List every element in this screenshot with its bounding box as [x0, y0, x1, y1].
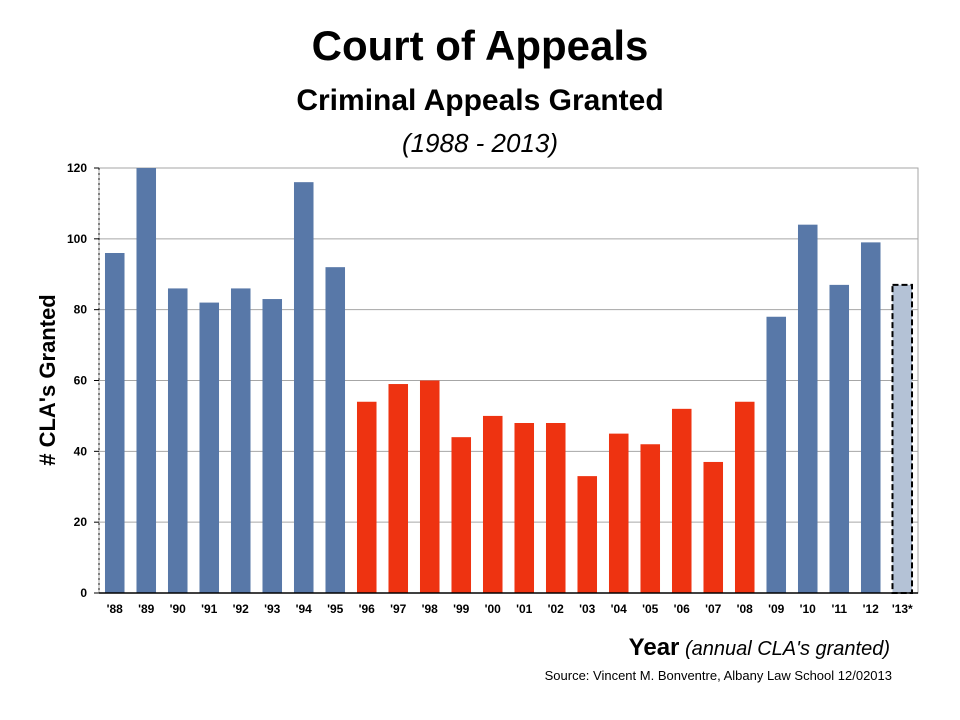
x-tick-label-25: '13* [892, 602, 913, 616]
bar-7 [325, 267, 346, 593]
x-axis-label: Year (annual CLA's granted) [629, 634, 890, 662]
bar-0 [104, 253, 125, 593]
bar-25 [891, 283, 914, 594]
x-tick-label-4: '92 [233, 602, 250, 616]
y-tick-label-60: 60 [74, 374, 88, 388]
y-tick-label-0: 0 [80, 586, 87, 600]
bar-14 [545, 423, 566, 593]
x-tick-label-17: '05 [642, 602, 659, 616]
chart-year-range: (1988 - 2013) [401, 128, 559, 158]
x-tick-label-9: '97 [390, 602, 407, 616]
x-tick-label-6: '94 [296, 602, 313, 616]
bar-11 [451, 437, 472, 593]
x-tick-label-15: '03 [579, 602, 596, 616]
x-tick-label-8: '96 [359, 602, 376, 616]
x-tick-label-14: '02 [548, 602, 565, 616]
x-tick-label-12: '00 [485, 602, 502, 616]
x-axis-label-main: Year [628, 634, 680, 661]
bar-21 [766, 316, 787, 593]
bar-18 [671, 408, 692, 593]
bar-17 [640, 444, 661, 593]
bar-12 [482, 415, 503, 593]
y-tick-label-120: 120 [67, 161, 87, 175]
x-tick-label-7: '95 [327, 602, 344, 616]
bar-5 [262, 299, 283, 593]
x-tick-label-23: '11 [831, 602, 847, 616]
chart-subtitle: Criminal Appeals Granted [296, 84, 664, 117]
bar-20 [734, 401, 755, 593]
x-tick-label-5: '93 [264, 602, 281, 616]
x-tick-label-0: '88 [107, 602, 124, 616]
x-tick-label-11: '99 [453, 602, 470, 616]
y-tick-label-100: 100 [67, 232, 87, 246]
x-tick-label-19: '07 [705, 602, 722, 616]
x-tick-label-1: '89 [138, 602, 155, 616]
x-tick-label-2: '90 [170, 602, 187, 616]
x-tick-label-13: '01 [516, 602, 533, 616]
y-tick-label-80: 80 [74, 303, 88, 317]
bar-24 [860, 242, 881, 593]
x-tick-label-24: '12 [863, 602, 880, 616]
bar-19 [703, 461, 724, 593]
x-tick-label-10: '98 [422, 602, 439, 616]
source-note: Source: Vincent M. Bonventre, Albany Law… [544, 668, 892, 683]
bar-8 [356, 401, 377, 593]
y-tick-label-40: 40 [74, 444, 88, 458]
chart-title: Court of Appeals [311, 22, 649, 69]
bar-2 [167, 288, 188, 593]
x-axis-label-note: (annual CLA's granted) [684, 638, 890, 660]
bar-10 [419, 380, 440, 593]
x-tick-label-21: '09 [768, 602, 785, 616]
bar-22 [797, 224, 818, 593]
bar-15 [577, 476, 598, 593]
x-tick-label-20: '08 [737, 602, 754, 616]
x-tick-label-16: '04 [611, 602, 628, 616]
bar-23 [829, 284, 850, 593]
bar-3 [199, 302, 220, 593]
x-tick-label-3: '91 [201, 602, 218, 616]
y-axis-label: # CLA's Granted [35, 294, 60, 466]
bar-16 [608, 433, 629, 593]
bar-9 [388, 384, 409, 593]
bar-1 [136, 168, 157, 593]
bar-6 [293, 182, 314, 593]
x-tick-label-22: '10 [800, 602, 817, 616]
bar-13 [514, 423, 535, 593]
x-tick-label-18: '06 [674, 602, 691, 616]
bar-4 [230, 288, 251, 593]
y-tick-label-20: 20 [74, 515, 88, 529]
